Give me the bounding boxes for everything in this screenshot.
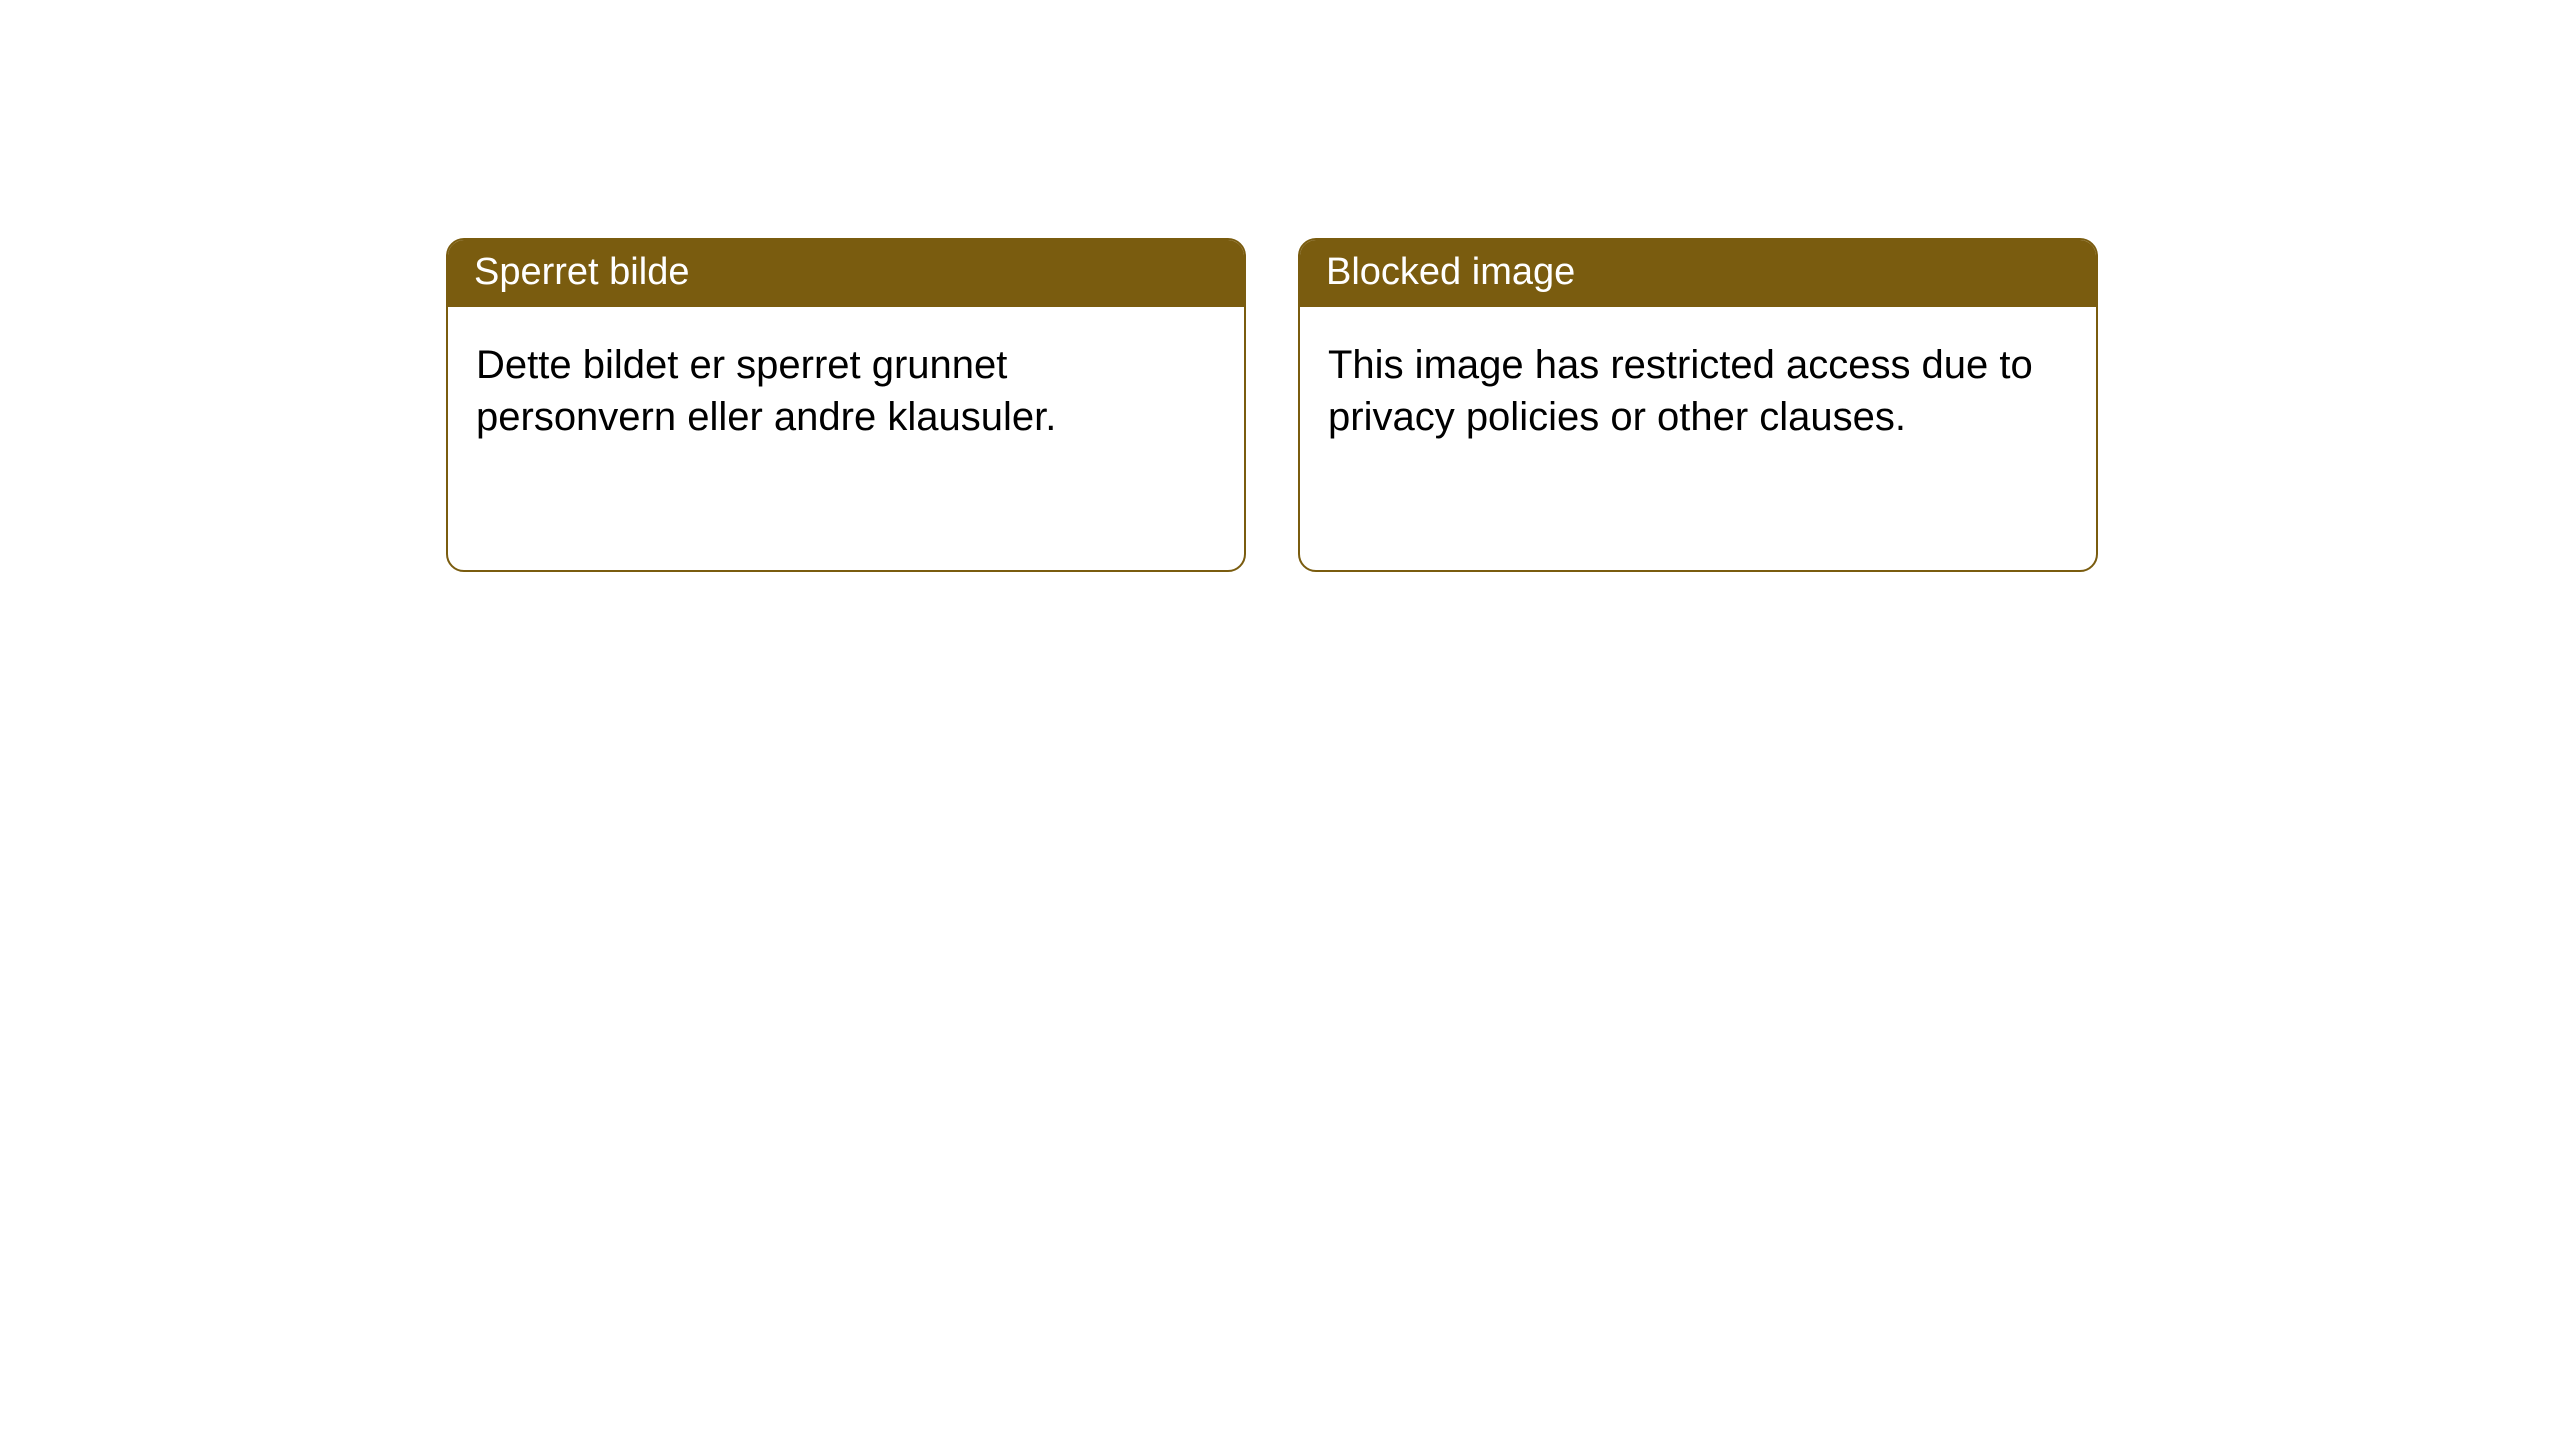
notice-card-english: Blocked image This image has restricted … (1298, 238, 2098, 572)
notice-card-title: Sperret bilde (448, 240, 1244, 307)
notice-container: Sperret bilde Dette bildet er sperret gr… (0, 0, 2560, 572)
notice-card-body: Dette bildet er sperret grunnet personve… (448, 307, 1244, 475)
notice-card-body: This image has restricted access due to … (1300, 307, 2096, 475)
notice-card-title: Blocked image (1300, 240, 2096, 307)
notice-card-norwegian: Sperret bilde Dette bildet er sperret gr… (446, 238, 1246, 572)
